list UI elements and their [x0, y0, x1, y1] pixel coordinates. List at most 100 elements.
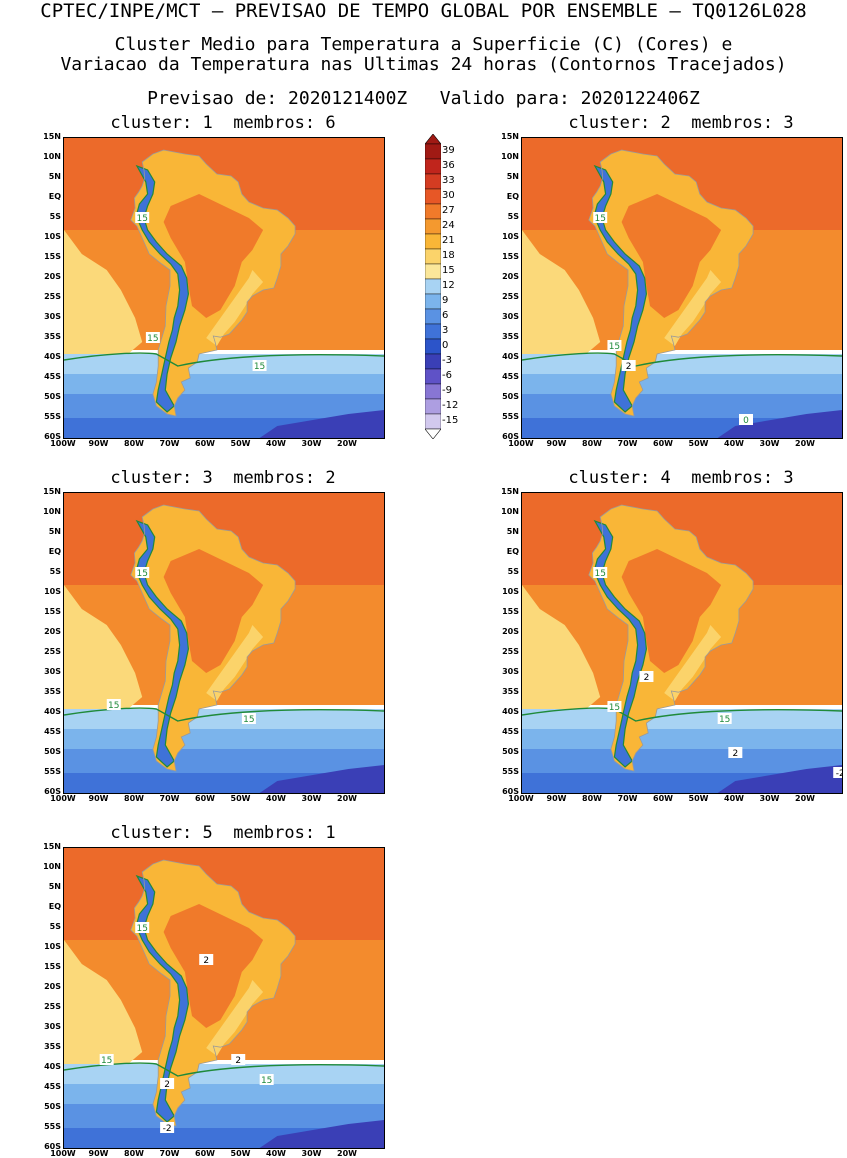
- lat-tick-label: 45S: [502, 372, 519, 381]
- cluster-1-map: 15 15 15: [63, 137, 385, 439]
- lat-tick-label: 55S: [44, 1122, 61, 1131]
- lon-tick-label: 80W: [582, 794, 602, 803]
- lat-tick-label: EQ: [506, 192, 519, 201]
- forecast-times: Previsao de: 2020121400Z Valido para: 20…: [147, 88, 700, 109]
- lat-tick-label: 20S: [44, 627, 61, 636]
- colorbar-swatch: [425, 323, 441, 340]
- svg-text:2: 2: [626, 362, 632, 372]
- lat-tick-label: 10N: [501, 507, 519, 516]
- lon-tick-label: 50W: [230, 439, 251, 448]
- svg-text:15: 15: [136, 924, 147, 934]
- lon-tick-label: 70W: [617, 439, 638, 448]
- hot-interior: [163, 194, 264, 318]
- lon-tick-label: 50W: [230, 1149, 251, 1158]
- colorbar-label: 15: [442, 265, 455, 276]
- lon-tick-label: 70W: [159, 794, 180, 803]
- lon-tick-label: 60W: [653, 439, 673, 448]
- lon-tick-label: 80W: [124, 1149, 144, 1158]
- colorbar-label: 3: [442, 325, 449, 336]
- cluster-2-title: cluster: 2 membros: 3: [568, 113, 794, 133]
- cluster-4-map: 15 15 15 2 2 -2: [521, 492, 843, 794]
- p5-svg: 15 15 15 2 2 2 -2: [64, 848, 384, 1148]
- lat-tick-label: 15S: [44, 607, 61, 616]
- lat-tick-label: 40S: [44, 352, 61, 361]
- band-6: [522, 394, 842, 418]
- svg-text:-2: -2: [163, 1124, 172, 1134]
- lat-tick-label: 15N: [43, 487, 61, 496]
- contour-label: 15: [241, 713, 256, 725]
- lat-tick-label: 35S: [44, 332, 61, 341]
- coastal-warm: [206, 980, 264, 1056]
- lat-tick-label: 25S: [44, 292, 61, 301]
- lat-tick-label: 60S: [44, 787, 61, 796]
- band-12: [64, 1064, 384, 1084]
- lon-tick-label: 90W: [88, 794, 109, 803]
- colorbar-swatch: [425, 143, 441, 160]
- andes-cold: [593, 519, 648, 768]
- lat-tick-label: 5N: [48, 882, 61, 891]
- lat-tick-label: 10S: [44, 232, 61, 241]
- lat-tick-label: 60S: [502, 432, 519, 441]
- lon-tick-label: 20W: [795, 439, 815, 448]
- lat-tick-label: 15N: [501, 132, 519, 141]
- lat-tick-label: 30S: [44, 1022, 61, 1031]
- band-9: [64, 374, 384, 394]
- band-6: [522, 749, 842, 773]
- lat-tick-label: 30S: [502, 312, 519, 321]
- lat-tick-label: 5N: [48, 172, 61, 181]
- colorbar-label: 0: [442, 340, 449, 351]
- svg-text:15: 15: [108, 701, 119, 711]
- lat-tick-label: 5S: [507, 212, 519, 221]
- svg-text:15: 15: [719, 715, 730, 725]
- lon-tick-label: 50W: [688, 439, 709, 448]
- colorbar-swatch: [425, 398, 441, 415]
- pacific-cool-tongue: [522, 585, 601, 713]
- contour-label: 15: [259, 1074, 274, 1086]
- colorbar-label: 21: [442, 235, 455, 246]
- colorbar-label: 18: [442, 250, 455, 261]
- colorbar-label: 36: [442, 160, 455, 171]
- lon-tick-label: 50W: [230, 794, 251, 803]
- contour-label: 2: [621, 360, 636, 372]
- coastline: [130, 859, 296, 1127]
- colorbar-label: 12: [442, 280, 455, 291]
- lon-tick-label: 30W: [301, 439, 322, 448]
- lat-tick-label: 60S: [44, 1142, 61, 1151]
- svg-text:15: 15: [136, 569, 147, 579]
- coastal-warm: [206, 625, 264, 701]
- svg-text:0: 0: [743, 416, 749, 426]
- lon-tick-label: 30W: [759, 794, 780, 803]
- lat-tick-label: 10N: [43, 507, 61, 516]
- lat-tick-label: 10S: [44, 942, 61, 951]
- svg-text:15: 15: [261, 1076, 272, 1086]
- contour-label: 15: [145, 332, 160, 344]
- colorbar-label: 6: [442, 310, 449, 321]
- contour-label: 15: [607, 340, 622, 352]
- contour-label: 15: [593, 212, 608, 224]
- contour-label: 15: [106, 699, 121, 711]
- lat-tick-label: 15S: [502, 252, 519, 261]
- lon-tick-label: 30W: [301, 1149, 322, 1158]
- lon-tick-label: 80W: [124, 794, 144, 803]
- lat-tick-label: 40S: [44, 707, 61, 716]
- lon-tick-label: 60W: [195, 1149, 215, 1158]
- lon-tick-label: 40W: [266, 794, 286, 803]
- cluster-4-title: cluster: 4 membros: 3: [568, 468, 794, 488]
- contour-label: 2: [231, 1054, 246, 1066]
- lon-tick-label: 20W: [795, 794, 815, 803]
- band-9: [522, 374, 842, 394]
- lat-tick-label: 25S: [44, 1002, 61, 1011]
- contour-label: 15: [135, 922, 150, 934]
- lat-tick-label: 45S: [44, 372, 61, 381]
- colorbar-label: 24: [442, 220, 455, 231]
- colorbar-swatch: [425, 293, 441, 310]
- band-12: [64, 354, 384, 374]
- svg-text:2: 2: [203, 956, 209, 966]
- svg-text:2: 2: [732, 749, 738, 759]
- contour-label: 15: [607, 701, 622, 713]
- lon-tick-label: 40W: [724, 439, 744, 448]
- lat-tick-label: 50S: [44, 747, 61, 756]
- lon-tick-label: 70W: [617, 794, 638, 803]
- cluster-2-map: 15 15 2 0: [521, 137, 843, 439]
- colorbar-swatch: [425, 413, 441, 430]
